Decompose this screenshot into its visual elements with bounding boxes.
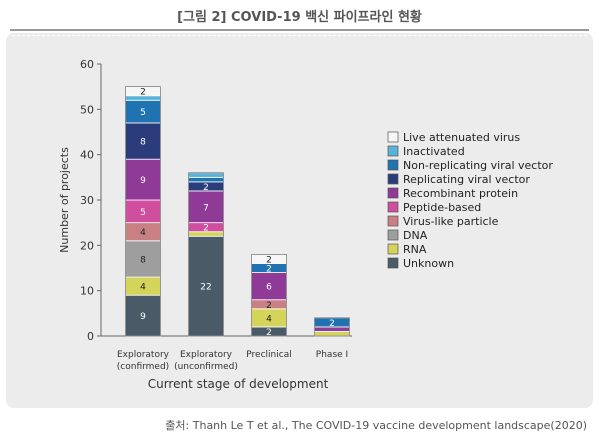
legend-label: Recombinant protein xyxy=(403,187,518,200)
bar-segment xyxy=(188,172,224,178)
bar-data-label: 5 xyxy=(140,108,146,118)
bar-data-label: 5 xyxy=(140,208,146,218)
panel-dashed-rule xyxy=(12,35,587,36)
legend-swatch xyxy=(387,257,399,269)
y-tick-label: 50 xyxy=(80,103,94,116)
bar-data-label: 2 xyxy=(203,183,209,193)
x-tick-label: Exploratory xyxy=(180,350,233,360)
x-tick-label: Phase I xyxy=(316,350,348,360)
bar-data-label: 2 xyxy=(266,301,272,311)
y-tick-label: 20 xyxy=(80,239,94,252)
y-tick-label: 10 xyxy=(80,285,94,298)
bar-outline xyxy=(125,86,161,337)
x-tick-label: Exploratory xyxy=(117,350,170,360)
bar-data-label: 8 xyxy=(140,255,146,265)
legend: Live attenuated virusInactivatedNon-repl… xyxy=(387,131,553,270)
legend-swatch xyxy=(387,201,399,213)
legend-label: Non-replicating viral vector xyxy=(403,159,553,172)
legend-swatch xyxy=(387,131,399,143)
bar-data-label: 8 xyxy=(140,138,146,148)
bar-data-label: 7 xyxy=(203,203,209,213)
legend-label: Live attenuated virus xyxy=(403,131,520,144)
bar-data-label: 4 xyxy=(140,283,146,293)
legend-label: Replicating viral vector xyxy=(403,173,530,186)
bar-data-label: 4 xyxy=(266,314,272,324)
legend-swatch xyxy=(387,145,399,157)
legend-label: RNA xyxy=(403,243,427,256)
bar-segment xyxy=(314,331,350,337)
bar-data-label: 2 xyxy=(266,328,272,338)
bar-segment xyxy=(188,176,224,183)
x-tick-label: Preclinical xyxy=(246,350,291,360)
y-tick-label: 30 xyxy=(80,194,94,207)
chart-panel xyxy=(6,33,593,408)
legend-swatch xyxy=(387,243,399,255)
x-tick-label: (unconfirmed) xyxy=(174,362,238,372)
bar-data-label: 2 xyxy=(329,319,335,329)
x-axis-label: Current stage of development xyxy=(148,377,329,391)
bar-data-label: 2 xyxy=(203,224,209,234)
bar-data-label: 6 xyxy=(266,283,272,293)
legend-swatch xyxy=(387,173,399,185)
bar-outline xyxy=(251,254,287,337)
source-label: 출처: xyxy=(165,419,190,432)
bar-data-label: 9 xyxy=(140,176,146,186)
title-divider xyxy=(10,29,589,31)
legend-label: Unknown xyxy=(403,257,454,270)
y-tick-label: 40 xyxy=(80,149,94,162)
legend-swatch xyxy=(387,159,399,171)
bar-segment xyxy=(125,122,161,160)
legend-label: Peptide-based xyxy=(403,201,481,214)
legend-label: DNA xyxy=(403,229,428,242)
bar-outline xyxy=(314,317,350,337)
bar-outline xyxy=(188,172,224,337)
bar-data-label: 22 xyxy=(200,283,211,293)
bar-data-label: 2 xyxy=(266,265,272,275)
y-tick-label: 0 xyxy=(87,330,94,343)
source-text: Thanh Le T et al., The COVID-19 vaccine … xyxy=(192,419,587,432)
legend-swatch xyxy=(387,215,399,227)
x-tick-label: (confirmed) xyxy=(117,362,169,372)
legend-label: Inactivated xyxy=(403,145,465,158)
bar-segment xyxy=(125,158,161,201)
legend-label: Virus-like particle xyxy=(403,215,499,228)
bar-data-label: 9 xyxy=(140,312,146,322)
legend-swatch xyxy=(387,229,399,241)
bar-segment xyxy=(188,190,224,224)
axes: 0 10 20 30 40 50 60 Number of projects Explorato… xyxy=(58,58,352,391)
source-citation: 출처: Thanh Le T et al., The COVID-19 vacc… xyxy=(165,417,587,433)
y-tick-label: 60 xyxy=(80,58,94,71)
bar-data-label: 4 xyxy=(140,228,146,238)
legend-swatch xyxy=(387,187,399,199)
bar-data-label: 2 xyxy=(266,255,272,265)
bar-data-label: 2 xyxy=(140,88,146,98)
y-axis-label: Number of projects xyxy=(58,147,71,253)
page-title: [그림 2] COVID-19 백신 파이프라인 현황 xyxy=(177,10,422,25)
